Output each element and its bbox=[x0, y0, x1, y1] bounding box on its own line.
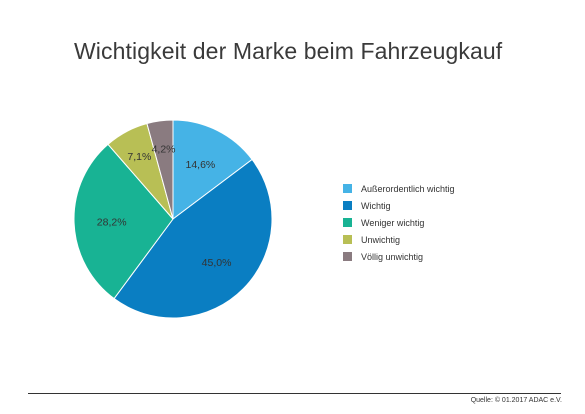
pie-chart: 14,6% 45,0% 28,2% 7,1%4,2% bbox=[73, 119, 273, 319]
legend-label: Unwichtig bbox=[361, 234, 401, 245]
legend-swatch bbox=[343, 218, 352, 227]
data-label-unwichtig: 7,1% bbox=[127, 151, 151, 163]
legend-item-weniger-wichtig: Weniger wichtig bbox=[343, 214, 455, 231]
legend-item-voellig-unwichtig: Völlig unwichtig bbox=[343, 248, 455, 265]
legend-item-ausserordentlich-wichtig: Außerordentlich wichtig bbox=[343, 180, 455, 197]
data-label-ausserordentlich-wichtig: 14,6% bbox=[186, 159, 216, 171]
data-label-weniger-wichtig: 28,2% bbox=[97, 216, 127, 228]
pie-slice-wichtig bbox=[113, 158, 273, 319]
legend: Außerordentlich wichtig Wichtig Weniger … bbox=[343, 180, 455, 265]
pie-slice-weniger-wichtig bbox=[73, 143, 174, 300]
data-label-voellig-unwichtig: 4,2% bbox=[152, 143, 176, 155]
legend-item-wichtig: Wichtig bbox=[343, 197, 455, 214]
legend-label: Wichtig bbox=[361, 200, 391, 211]
legend-label: Völlig unwichtig bbox=[361, 251, 424, 262]
legend-swatch bbox=[343, 184, 352, 193]
legend-item-unwichtig: Unwichtig bbox=[343, 231, 455, 248]
footer-divider bbox=[28, 393, 561, 394]
legend-label: Weniger wichtig bbox=[361, 217, 425, 228]
pie-slice-voellig-unwichtig bbox=[146, 119, 174, 220]
data-label-wichtig: 45,0% bbox=[202, 257, 232, 269]
legend-label: Außerordentlich wichtig bbox=[361, 183, 455, 194]
legend-swatch bbox=[343, 252, 352, 261]
legend-swatch bbox=[343, 235, 352, 244]
chart-title: Wichtigkeit der Marke beim Fahrzeugkauf bbox=[74, 38, 503, 64]
legend-swatch bbox=[343, 201, 352, 210]
source-note: Quelle: © 01.2017 ADAC e.V. bbox=[470, 397, 562, 404]
pie-slice-ausserordentlich-wichtig bbox=[172, 119, 253, 221]
